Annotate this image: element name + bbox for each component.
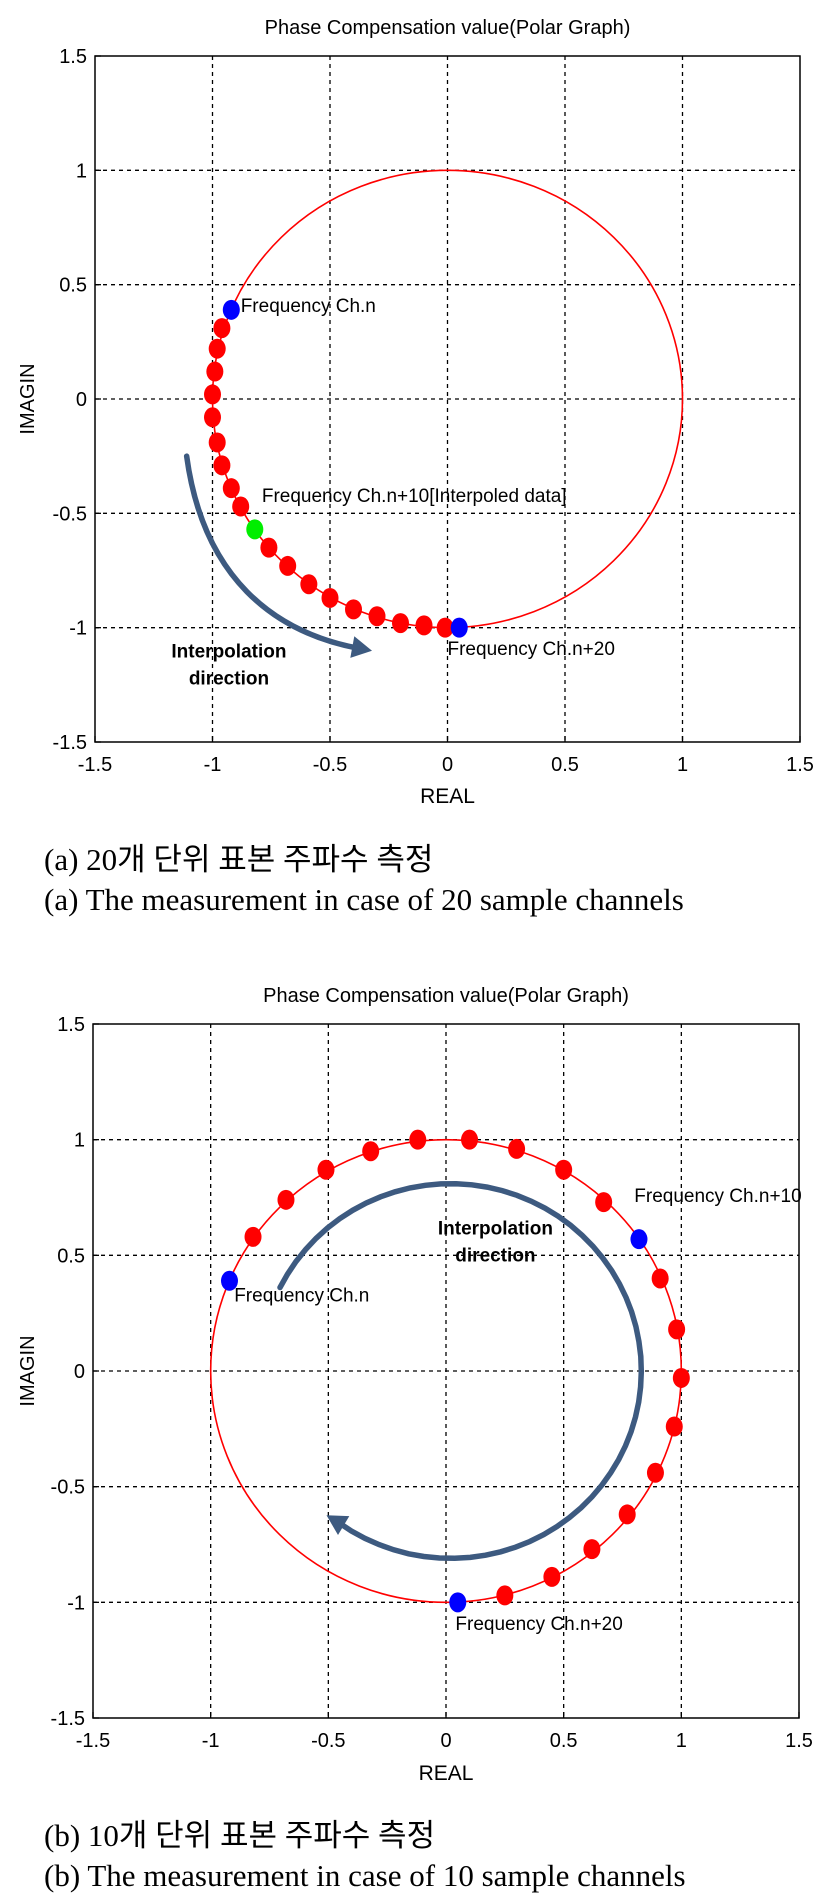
y-tick-label: -0.5 — [51, 1477, 85, 1499]
sample-point-marker — [204, 384, 221, 405]
y-tick-label: 0.5 — [57, 1245, 85, 1267]
x-tick-label: 1 — [677, 754, 688, 776]
sample-point-marker — [665, 1416, 683, 1437]
y-tick-label: 0 — [76, 389, 87, 411]
sample-point-marker — [317, 1159, 335, 1180]
arrow-label-line-1: Interpolation — [171, 641, 286, 662]
chart-b: -1.5 -1 -0.5 0 0.5 1 1.5 1.5 1 0.5 0 -0.5 -1 -1.5 Phas… — [17, 985, 813, 1785]
annotation-label: Frequency Ch.n+10 — [634, 1186, 801, 1207]
caption-b-english: (b) The measurement in case of 10 sample… — [44, 1858, 686, 1893]
chart-title: Phase Compensation value(Polar Graph) — [265, 17, 631, 39]
y-tick-label: 1 — [76, 160, 87, 182]
annotation-label: Frequency Ch.n — [241, 296, 376, 317]
sample-point-marker — [206, 361, 224, 382]
sample-point-marker — [409, 1129, 427, 1150]
sample-point-marker — [672, 1367, 690, 1388]
sample-point-marker — [646, 1462, 664, 1483]
endpoint-marker — [449, 1592, 467, 1613]
sample-point-marker — [461, 1129, 479, 1150]
caption-a-english: (a) The measurement in case of 20 sample… — [44, 882, 684, 917]
x-tick-label: 0.5 — [551, 754, 579, 776]
y-tick-label: 1.5 — [59, 46, 87, 68]
endpoint-marker — [220, 1270, 238, 1291]
sample-point-marker — [595, 1192, 613, 1213]
sample-point-marker — [496, 1585, 514, 1606]
sample-point-marker — [651, 1268, 669, 1289]
arrow-head — [350, 636, 372, 658]
x-tick-label: -1 — [204, 754, 222, 776]
sample-point-marker — [208, 432, 226, 453]
endpoint-marker — [450, 617, 468, 638]
y-tick-label: -0.5 — [53, 503, 87, 525]
sample-point-marker — [244, 1226, 262, 1247]
sample-point-marker — [415, 615, 433, 636]
x-tick-label: 1 — [676, 1730, 687, 1752]
x-tick-label: 0 — [440, 1730, 451, 1752]
arrow-head — [326, 1515, 350, 1535]
arrow-label-line-2: direction — [455, 1246, 535, 1267]
sample-point-marker — [668, 1319, 686, 1340]
y-tick-label: -1 — [69, 618, 87, 640]
sample-point-marker — [321, 587, 339, 608]
annotation-label: Frequency Ch.n+20 — [455, 1614, 622, 1635]
y-axis-label: IMAGIN — [17, 363, 39, 434]
arrow-label-line-2: direction — [189, 668, 269, 689]
sample-point-marker — [555, 1159, 573, 1180]
y-tick-label: 1 — [74, 1130, 85, 1152]
y-tick-label: -1.5 — [51, 1708, 85, 1730]
x-tick-label: 0 — [442, 754, 453, 776]
sample-point-marker — [543, 1566, 561, 1587]
sample-point-marker — [362, 1141, 380, 1162]
annotation-label: Frequency Ch.n+20 — [448, 639, 615, 660]
sample-point-marker — [204, 407, 221, 428]
interpolation-direction-arrow — [183, 453, 361, 651]
annotation-label: Frequency Ch.n — [234, 1286, 369, 1307]
sample-point-marker — [300, 574, 318, 595]
x-axis-label: REAL — [420, 785, 475, 808]
x-tick-label: -1.5 — [76, 1730, 110, 1752]
sample-point-marker — [279, 555, 297, 576]
endpoint-marker — [222, 299, 240, 320]
sample-point-marker — [208, 338, 226, 359]
interpolated-point-marker — [246, 519, 264, 540]
y-tick-label: -1.5 — [53, 732, 87, 754]
sample-point-marker — [345, 599, 362, 620]
x-tick-label: -0.5 — [313, 754, 347, 776]
caption-b-korean: (b) 10개 단위 표본 주파수 측정 — [44, 1818, 436, 1853]
sample-point-marker — [277, 1189, 295, 1210]
y-tick-label: 0.5 — [59, 275, 87, 297]
sample-point-marker — [508, 1138, 526, 1159]
y-axis-label: IMAGIN — [17, 1335, 39, 1406]
caption-a-korean: (a) 20개 단위 표본 주파수 측정 — [44, 842, 434, 877]
y-tick-label: 1.5 — [57, 1014, 85, 1036]
arrow-label-line-1: Interpolation — [438, 1219, 553, 1240]
endpoint-marker — [630, 1229, 648, 1250]
x-tick-label: -1 — [202, 1730, 220, 1752]
interpolation-direction-arrow — [277, 1180, 645, 1562]
annotation-label: Frequency Ch.n+10[Interpoled data] — [262, 486, 567, 507]
sample-point-marker — [583, 1539, 601, 1560]
sample-point-marker — [618, 1504, 636, 1525]
x-tick-label: 1.5 — [786, 754, 814, 776]
x-tick-label: 1.5 — [785, 1730, 813, 1752]
x-tick-label: -1.5 — [78, 754, 112, 776]
sample-point-marker — [213, 318, 231, 339]
sample-point-marker — [368, 606, 386, 627]
sample-point-marker — [436, 617, 454, 638]
chart-a: -1.5 -1 -0.5 0 0.5 1 1.5 1.5 1 0.5 0 -0.5 -1 -1.5 Phas… — [17, 17, 814, 808]
sample-point-marker — [222, 478, 240, 499]
sample-point-marker — [260, 537, 278, 558]
chart-title: Phase Compensation value(Polar Graph) — [263, 985, 629, 1007]
x-axis-label: REAL — [419, 1762, 474, 1785]
y-tick-label: -1 — [67, 1592, 85, 1614]
y-tick-label: 0 — [74, 1361, 85, 1383]
sample-point-marker — [392, 613, 409, 634]
x-tick-label: 0.5 — [550, 1730, 578, 1752]
sample-point-marker — [232, 496, 250, 517]
sample-point-marker — [213, 455, 231, 476]
x-tick-label: -0.5 — [311, 1730, 345, 1752]
